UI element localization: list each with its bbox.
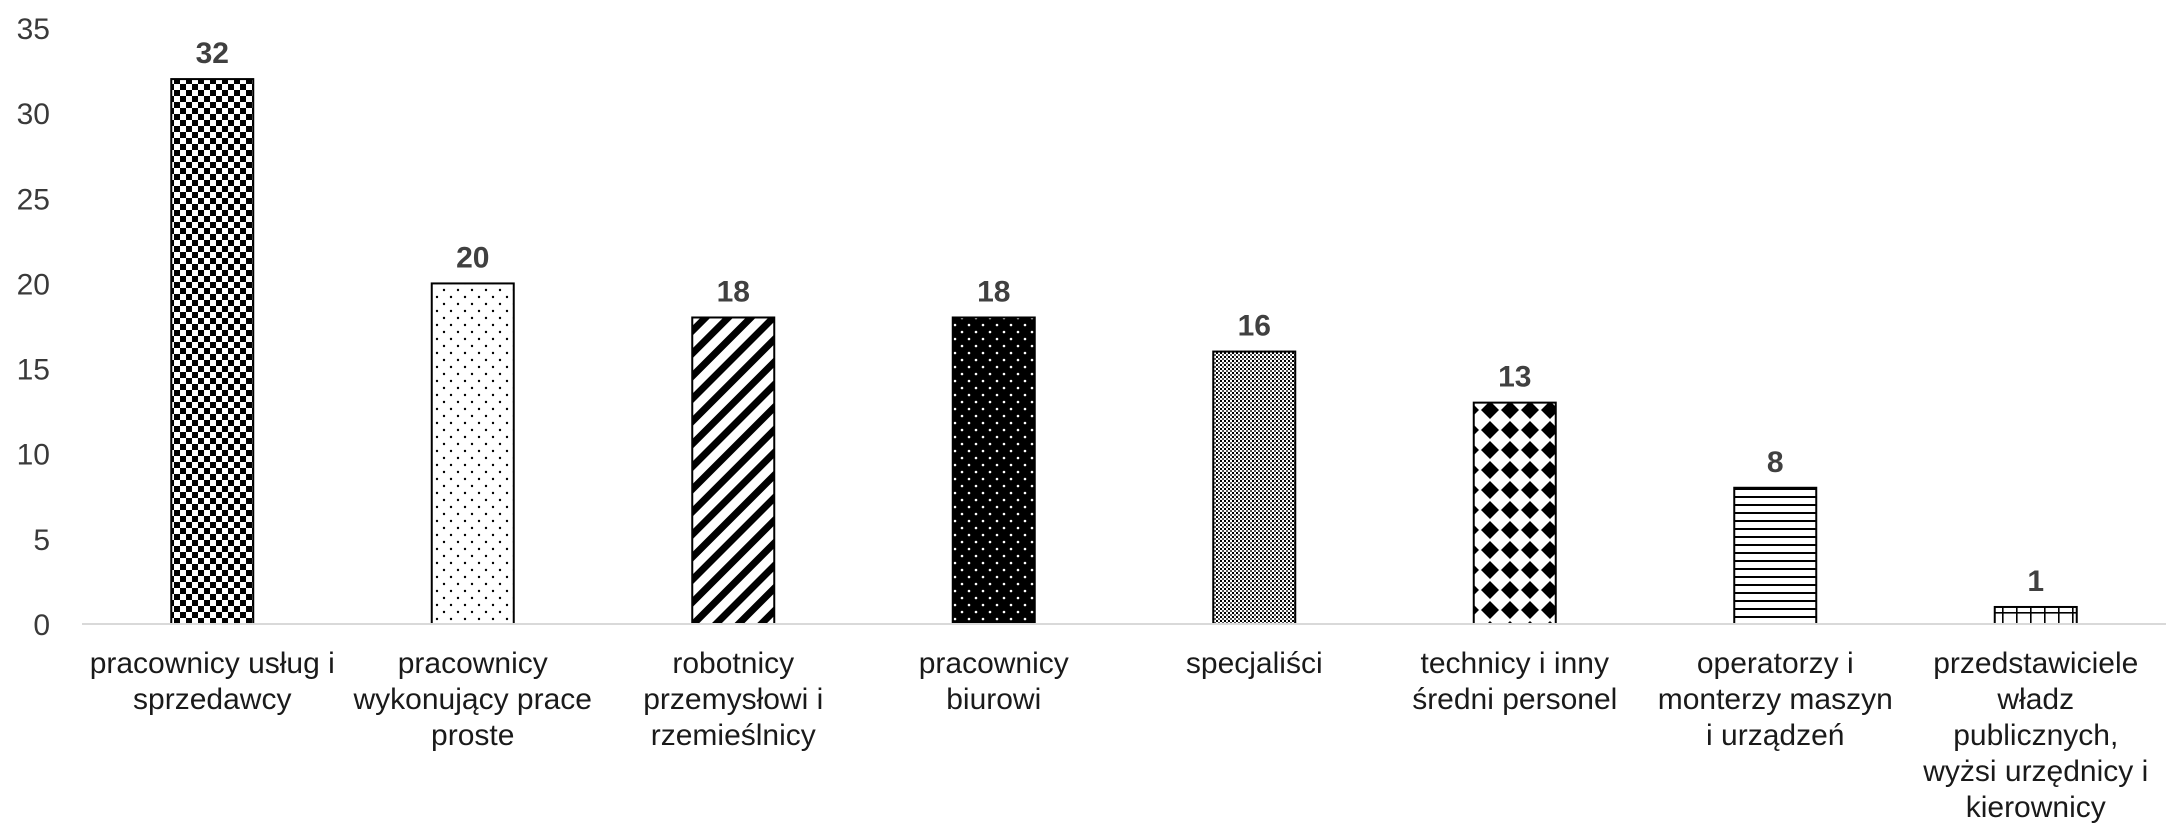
x-category-label: pracownicy biurowi	[919, 647, 1069, 716]
bars	[170, 78, 2078, 626]
x-category-label-line: wykonujący prace	[353, 683, 592, 716]
x-category-label-line: robotnicy	[672, 647, 794, 680]
x-category-label-line: publicznych,	[1953, 719, 2118, 752]
x-category-label: przedstawiciele władz publicznych, wyżsi ur…	[1922, 647, 2148, 823]
y-axis-labels: 0 5 10 15 20 25 30 35	[17, 13, 50, 642]
y-tick-label: 20	[17, 268, 50, 301]
y-tick-label: 15	[17, 354, 50, 387]
y-tick-label: 35	[17, 13, 50, 46]
x-category-label-line: kierownicy	[1966, 791, 2106, 823]
bar	[1993, 605, 2078, 626]
bar	[691, 316, 776, 625]
data-label: 1	[2027, 565, 2044, 598]
bar	[1733, 486, 1818, 625]
y-tick-label: 10	[17, 439, 50, 472]
x-category-label-line: średni personel	[1412, 683, 1617, 716]
x-category-label-line: biurowi	[946, 683, 1041, 716]
x-category-label-line: pracownicy	[919, 647, 1069, 680]
x-category-label-line: technicy i inny	[1421, 647, 1609, 680]
x-category-label-line: rzemieślnicy	[651, 719, 816, 752]
x-category-label-line: i urządzeń	[1706, 719, 1844, 752]
data-labels: 32 20 18 18 16 13 8 1	[196, 37, 2045, 598]
bar	[170, 78, 255, 626]
data-label: 18	[977, 275, 1010, 308]
x-category-label-line: operatorzy i	[1697, 647, 1854, 680]
data-label: 13	[1498, 361, 1531, 394]
data-label: 16	[1238, 310, 1271, 343]
x-category-label: pracownicy wykonujący prace proste	[353, 647, 592, 752]
x-category-label-line: przemysłowi i	[643, 683, 823, 716]
x-category-label-line: przedstawiciele	[1933, 647, 2138, 680]
x-category-label: robotnicy przemysłowi i rzemieślnicy	[643, 647, 823, 752]
x-category-label-line: pracownicy usług i	[90, 647, 335, 680]
y-tick-label: 25	[17, 183, 50, 216]
x-category-label: technicy i inny średni personel	[1412, 647, 1617, 716]
x-category-label-line: proste	[431, 719, 514, 752]
data-label: 18	[717, 275, 750, 308]
data-label: 8	[1767, 446, 1784, 479]
bar	[1472, 401, 1557, 625]
y-tick-label: 5	[33, 524, 50, 557]
bar	[1212, 350, 1297, 625]
bar	[430, 282, 515, 625]
x-category-label-line: monterzy maszyn	[1658, 683, 1893, 716]
x-category-label: specjaliści	[1186, 647, 1323, 680]
x-category-label-line: władz	[1996, 683, 2074, 716]
y-tick-label: 30	[17, 98, 50, 131]
x-category-label-line: pracownicy	[398, 647, 548, 680]
x-category-label: pracownicy usług i sprzedawcy	[90, 647, 335, 716]
x-category-label: operatorzy i monterzy maszyn i urządzeń	[1658, 647, 1893, 752]
x-category-label-line: sprzedawcy	[133, 683, 291, 716]
y-tick-label: 0	[33, 609, 50, 642]
x-category-label-line: specjaliści	[1186, 647, 1323, 680]
x-category-label-line: wyżsi urzędnicy i	[1922, 755, 2148, 788]
data-label: 20	[456, 241, 489, 274]
data-label: 32	[196, 37, 229, 70]
bar	[951, 316, 1036, 625]
